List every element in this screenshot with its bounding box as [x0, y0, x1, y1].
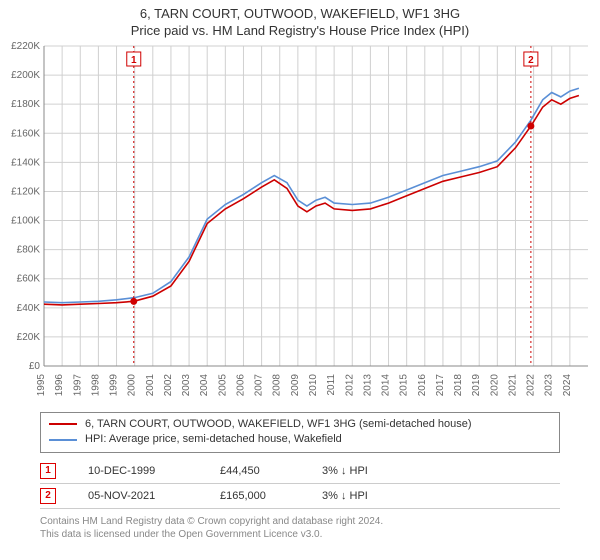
- svg-text:2016: 2016: [417, 373, 428, 396]
- svg-text:2010: 2010: [308, 373, 319, 396]
- points-row-1: 1 10-DEC-1999 £44,450 3% ↓ HPI: [40, 459, 560, 484]
- svg-text:2021: 2021: [507, 373, 518, 396]
- svg-text:£20K: £20K: [17, 332, 41, 343]
- attribution-line-1: Contains HM Land Registry data © Crown c…: [40, 515, 560, 528]
- title-line-1: 6, TARN COURT, OUTWOOD, WAKEFIELD, WF1 3…: [0, 6, 600, 23]
- svg-text:£40K: £40K: [17, 303, 41, 314]
- svg-text:2023: 2023: [544, 373, 555, 396]
- svg-text:£180K: £180K: [11, 99, 40, 110]
- points-row-2: 2 05-NOV-2021 £165,000 3% ↓ HPI: [40, 484, 560, 509]
- svg-text:£220K: £220K: [11, 41, 40, 52]
- points-price-2: £165,000: [220, 490, 290, 502]
- svg-text:2011: 2011: [326, 373, 337, 395]
- svg-text:2003: 2003: [181, 373, 192, 396]
- svg-text:2017: 2017: [435, 373, 446, 396]
- svg-text:2009: 2009: [290, 373, 301, 396]
- legend-swatch-hpi: [49, 439, 77, 441]
- legend-label-hpi: HPI: Average price, semi-detached house,…: [85, 432, 342, 447]
- svg-text:1995: 1995: [36, 373, 47, 396]
- svg-text:2013: 2013: [362, 373, 373, 396]
- points-pct-2: 3% ↓ HPI: [322, 490, 412, 502]
- points-date-2: 05-NOV-2021: [88, 490, 188, 502]
- svg-text:£0: £0: [29, 361, 41, 372]
- svg-text:2020: 2020: [489, 373, 500, 396]
- svg-text:1997: 1997: [72, 373, 83, 396]
- svg-text:2012: 2012: [344, 373, 355, 396]
- svg-text:2001: 2001: [145, 373, 156, 396]
- chart-area: £0 £20K £40K £60K £80K £100K £120K £140K £160K £1…: [0, 40, 600, 410]
- title-line-2: Price paid vs. HM Land Registry's House …: [0, 23, 600, 40]
- svg-text:2022: 2022: [526, 373, 537, 396]
- attribution-line-2: This data is licensed under the Open Gov…: [40, 528, 560, 541]
- svg-text:1998: 1998: [90, 373, 101, 396]
- svg-text:£140K: £140K: [11, 157, 40, 168]
- legend-row-hpi: HPI: Average price, semi-detached house,…: [49, 432, 551, 447]
- svg-text:£60K: £60K: [17, 274, 41, 285]
- svg-text:2007: 2007: [254, 373, 265, 396]
- svg-text:2024: 2024: [562, 373, 573, 396]
- svg-text:2008: 2008: [272, 373, 283, 396]
- svg-text:1: 1: [131, 55, 137, 66]
- svg-text:2019: 2019: [471, 373, 482, 396]
- points-table: 1 10-DEC-1999 £44,450 3% ↓ HPI 2 05-NOV-…: [40, 459, 560, 509]
- points-date-1: 10-DEC-1999: [88, 465, 188, 477]
- svg-text:2: 2: [528, 55, 534, 66]
- legend-label-price: 6, TARN COURT, OUTWOOD, WAKEFIELD, WF1 3…: [85, 417, 472, 432]
- svg-text:£160K: £160K: [11, 128, 40, 139]
- svg-text:2000: 2000: [127, 373, 138, 396]
- svg-text:£80K: £80K: [17, 244, 41, 255]
- svg-text:2014: 2014: [381, 373, 392, 396]
- points-marker-2: 2: [40, 488, 56, 504]
- svg-text:2006: 2006: [235, 373, 246, 396]
- svg-text:2018: 2018: [453, 373, 464, 396]
- svg-text:1996: 1996: [54, 373, 65, 396]
- svg-text:2015: 2015: [399, 373, 410, 396]
- points-marker-1: 1: [40, 463, 56, 479]
- svg-text:£200K: £200K: [11, 70, 40, 81]
- points-pct-1: 3% ↓ HPI: [322, 465, 412, 477]
- attribution: Contains HM Land Registry data © Crown c…: [40, 515, 560, 541]
- legend-box: 6, TARN COURT, OUTWOOD, WAKEFIELD, WF1 3…: [40, 412, 560, 453]
- points-price-1: £44,450: [220, 465, 290, 477]
- svg-text:£100K: £100K: [11, 215, 40, 226]
- chart-svg: £0 £20K £40K £60K £80K £100K £120K £140K £160K £1…: [0, 40, 600, 410]
- legend-swatch-price: [49, 423, 77, 425]
- svg-text:2002: 2002: [163, 373, 174, 396]
- svg-text:1999: 1999: [109, 373, 120, 396]
- legend-row-price: 6, TARN COURT, OUTWOOD, WAKEFIELD, WF1 3…: [49, 417, 551, 432]
- svg-text:£120K: £120K: [11, 186, 40, 197]
- svg-text:2004: 2004: [199, 373, 210, 396]
- svg-text:2005: 2005: [217, 373, 228, 396]
- chart-titles: 6, TARN COURT, OUTWOOD, WAKEFIELD, WF1 3…: [0, 0, 600, 40]
